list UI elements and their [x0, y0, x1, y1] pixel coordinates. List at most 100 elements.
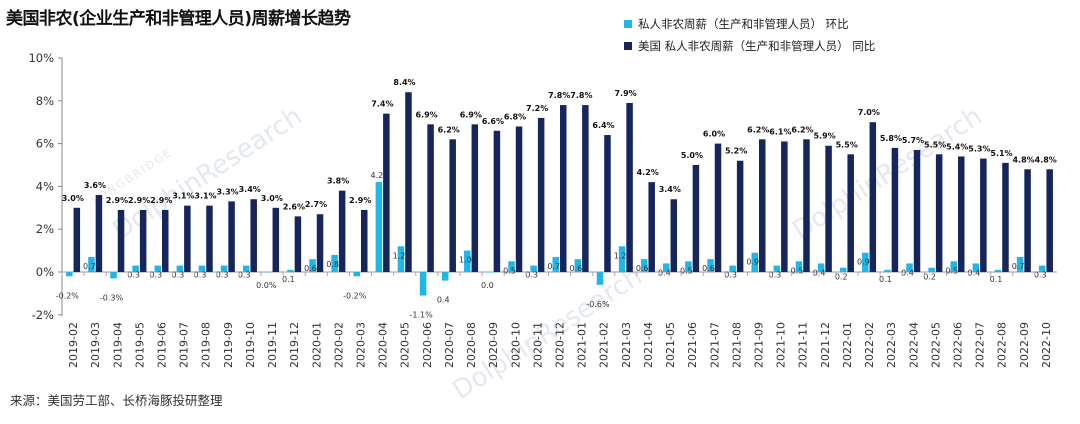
x-tick-label: 2021-02 — [598, 322, 611, 368]
bar-mom — [397, 246, 405, 272]
bar-mom — [928, 267, 935, 272]
bar-yoy — [935, 154, 943, 272]
bar-yoy — [493, 130, 501, 272]
x-tick-label: 2019-05 — [133, 322, 146, 368]
x-tick-label: 2019-11 — [266, 322, 279, 368]
x-tick-label: 2021-01 — [576, 322, 589, 368]
x-tick-label: 2021-12 — [819, 322, 832, 368]
data-label-mom: 0.3 — [194, 271, 207, 280]
x-tick-label: 2021-03 — [620, 322, 633, 368]
x-tick-label: 2022-02 — [863, 322, 876, 368]
data-label-yoy: 5.5% — [924, 140, 946, 149]
bar-yoy — [405, 92, 412, 273]
bar-mom — [66, 272, 73, 277]
bar-yoy — [117, 209, 125, 272]
x-tick-label: 2020-06 — [421, 322, 434, 368]
y-tick-label: 2% — [36, 222, 54, 236]
watermark-text: DolphinResearch — [787, 101, 987, 245]
data-label-mom: 0.2 — [835, 273, 848, 282]
bar-mom — [618, 246, 626, 272]
bar-mom — [331, 254, 338, 272]
bar-yoy — [759, 139, 766, 272]
data-label-mom: 0.6 — [569, 264, 582, 273]
chart-bars — [66, 92, 1053, 296]
bar-mom — [198, 265, 206, 272]
data-label-yoy: 6.9% — [460, 110, 482, 119]
data-label-yoy: 3.1% — [172, 192, 194, 201]
bar-yoy — [847, 154, 854, 272]
data-label-mom: 0.1 — [879, 275, 892, 284]
bar-mom — [817, 263, 825, 272]
bar-mom — [663, 263, 670, 272]
chart-title: 美国非农(企业生产和非管理人员)周薪增长趋势 — [6, 9, 351, 29]
x-tick-label: 2021-07 — [708, 322, 721, 368]
data-label-mom: 0.9 — [746, 258, 759, 267]
bar-yoy — [316, 214, 324, 272]
bar-yoy — [714, 143, 722, 272]
x-tick-label: 2022-07 — [974, 322, 987, 368]
data-label-mom: 0.3 — [238, 271, 251, 280]
bar-mom — [353, 272, 360, 277]
x-tick-label: 2022-10 — [1040, 322, 1053, 368]
bar-mom — [110, 272, 117, 279]
data-label-yoy: 5.1% — [990, 149, 1012, 158]
bar-mom — [950, 261, 957, 272]
data-label-yoy: 3.0% — [62, 194, 84, 203]
bar-yoy — [781, 141, 788, 272]
bar-yoy — [228, 201, 235, 272]
data-label-mom: 0.9 — [857, 258, 870, 267]
bar-mom — [773, 265, 781, 272]
x-tick-label: 2019-10 — [244, 322, 257, 368]
bar-mom — [375, 182, 383, 272]
data-label-mom: -1.1% — [409, 311, 433, 320]
bar-mom — [640, 259, 648, 272]
data-label-mom: 0.0% — [256, 281, 277, 290]
data-label-yoy: 4.8% — [1012, 155, 1034, 164]
x-tick-label: 2019-03 — [89, 322, 102, 368]
y-tick-label: -2% — [32, 308, 54, 322]
x-tick-label: 2020-10 — [509, 322, 522, 368]
x-axis-ticks: 2019-02 2019-03 2019-04 2019-05 2019-06 2019-… — [61, 272, 1053, 368]
bar-mom — [441, 272, 449, 281]
bar-mom — [574, 259, 582, 272]
bar-mom — [419, 272, 427, 296]
bar-yoy — [206, 205, 213, 272]
bar-yoy — [73, 207, 81, 272]
data-label-yoy: 6.6% — [482, 117, 504, 126]
data-label-mom: -0.2% — [343, 291, 367, 300]
data-label-yoy: 5.8% — [880, 134, 902, 143]
data-label-mom: 0.5 — [791, 266, 804, 275]
data-label-mom: 0.4 — [901, 268, 914, 277]
data-label-mom: 0.7 — [83, 262, 96, 271]
data-label-yoy: 5.9% — [813, 132, 835, 141]
bar-mom — [552, 257, 559, 272]
data-label-yoy: 6.2% — [438, 125, 460, 134]
legend-label-yoy: 美国 私人非农周薪（生产和非管理人员） 同比 — [638, 39, 876, 53]
x-tick-label: 2020-12 — [554, 322, 567, 368]
data-label-yoy: 6.2% — [791, 125, 813, 134]
x-tick-label: 2022-05 — [929, 322, 942, 368]
bar-mom — [994, 269, 1002, 272]
x-tick-label: 2020-07 — [443, 322, 456, 368]
legend-swatch-yoy — [624, 42, 632, 50]
bar-yoy — [604, 135, 611, 272]
bar-yoy — [95, 194, 103, 272]
bar-yoy — [736, 160, 744, 272]
data-label-mom: 0.3 — [724, 271, 737, 280]
data-label-mom: 0.5 — [680, 266, 693, 275]
bar-yoy — [250, 199, 257, 272]
data-label-yoy: 6.0% — [703, 130, 725, 139]
data-label-mom: 0.4 — [437, 296, 450, 305]
bar-yoy — [184, 205, 191, 272]
data-label-yoy: 3.0% — [261, 194, 283, 203]
y-tick-label: 6% — [36, 137, 54, 151]
data-label-mom: -0.3% — [100, 293, 124, 302]
source-note: 来源：美国劳工部、长桥海豚投研整理 — [10, 393, 223, 408]
x-tick-label: 2020-05 — [399, 322, 412, 368]
x-tick-label: 2020-08 — [465, 322, 478, 368]
bar-yoy — [449, 139, 456, 272]
data-label-mom: 0.1 — [990, 275, 1003, 284]
data-label-yoy: 2.7% — [305, 200, 327, 209]
data-label-yoy: 8.4% — [393, 78, 415, 87]
